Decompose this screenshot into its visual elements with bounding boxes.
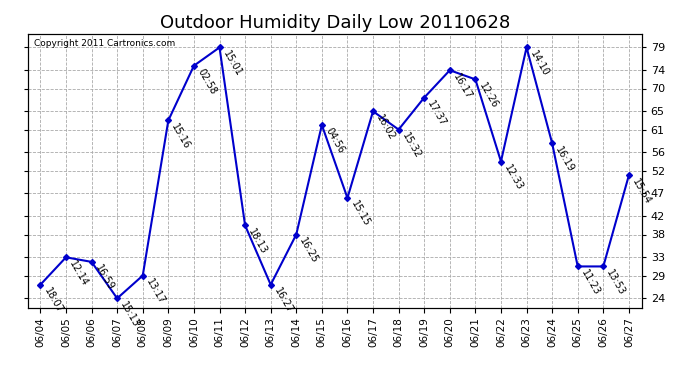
Title: Outdoor Humidity Daily Low 20110628: Outdoor Humidity Daily Low 20110628 bbox=[159, 14, 510, 32]
Text: 13:53: 13:53 bbox=[604, 268, 627, 297]
Text: 12:26: 12:26 bbox=[477, 81, 500, 110]
Text: 13:17: 13:17 bbox=[144, 277, 167, 306]
Text: Copyright 2011 Cartronics.com: Copyright 2011 Cartronics.com bbox=[34, 39, 175, 48]
Text: 15:32: 15:32 bbox=[400, 131, 423, 160]
Text: 15:15: 15:15 bbox=[349, 200, 371, 229]
Text: 16:17: 16:17 bbox=[451, 72, 474, 101]
Text: 16:27: 16:27 bbox=[272, 286, 295, 315]
Text: 15:01: 15:01 bbox=[221, 49, 244, 78]
Text: 12:14: 12:14 bbox=[68, 259, 90, 288]
Text: 12:33: 12:33 bbox=[502, 163, 525, 192]
Text: 15:54: 15:54 bbox=[630, 177, 653, 206]
Text: 15:16: 15:16 bbox=[170, 122, 193, 151]
Text: 18:07: 18:07 bbox=[42, 286, 64, 315]
Text: 16:59: 16:59 bbox=[93, 263, 115, 292]
Text: 16:25: 16:25 bbox=[297, 236, 320, 265]
Text: 16:19: 16:19 bbox=[553, 145, 576, 174]
Text: 04:56: 04:56 bbox=[323, 126, 346, 156]
Text: 15:13: 15:13 bbox=[119, 300, 141, 329]
Text: 17:37: 17:37 bbox=[426, 99, 449, 128]
Text: 02:58: 02:58 bbox=[195, 67, 218, 96]
Text: 16:02: 16:02 bbox=[375, 113, 397, 142]
Text: 14:10: 14:10 bbox=[528, 49, 551, 78]
Text: 11:23: 11:23 bbox=[579, 268, 602, 297]
Text: 18:13: 18:13 bbox=[246, 227, 269, 256]
